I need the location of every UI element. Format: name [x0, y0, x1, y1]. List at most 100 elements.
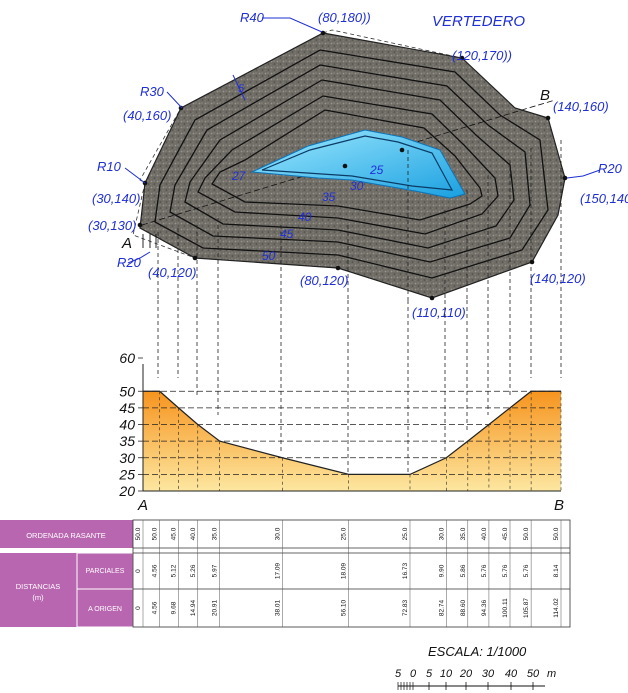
table-cell: 4.56: [152, 564, 159, 577]
leader-lines: [124, 17, 601, 264]
scale-tick-label: 50: [527, 668, 540, 680]
table-cell: 50.0: [553, 527, 560, 540]
scale-label: ESCALA: 1/1000: [428, 644, 527, 659]
table-cell: 20.91: [212, 599, 219, 616]
table-cell: 8.14: [553, 564, 560, 577]
scale-bar: ESCALA: 1/1000 5 0 5 10 20 30 40 50 m: [395, 644, 556, 690]
point-label: (120,170)): [452, 48, 512, 63]
table-cell: 50.0: [523, 527, 530, 540]
table-values: 50.0 0 0 50.0 4.56 4.56 45.0 5.12 9.68 40.0 5.26 14…: [135, 520, 562, 627]
table-cell: 5.86: [460, 564, 467, 577]
contour-label: 25: [369, 163, 384, 177]
radius-label: R20: [117, 255, 142, 270]
profile-label-a: A: [137, 497, 148, 514]
table-cell: 0: [135, 606, 142, 610]
table-cell: 40.0: [190, 527, 197, 540]
table-cell: 45.0: [502, 527, 509, 540]
guitar-table: ORDENADA RASANTE DISTANCIAS (m) PARCIALE…: [0, 519, 571, 628]
table-cell: 30.0: [438, 527, 445, 540]
contour-label: 27: [231, 169, 247, 183]
table-cell: 18.09: [341, 562, 348, 579]
profile-line: [143, 390, 561, 475]
table-cell: 0: [135, 569, 142, 573]
profile-area: [143, 391, 561, 491]
point-label: (80,180)): [318, 10, 371, 25]
y-tick-label: 25: [118, 466, 135, 482]
radius-label: R30: [140, 84, 165, 99]
section-arrows: [142, 234, 157, 248]
point-label: (80,120): [300, 273, 348, 288]
scale-tick-label: 5: [426, 668, 433, 680]
table-cell: 114.02: [553, 598, 560, 618]
scale-unit: m: [547, 668, 556, 680]
y-tick-label: 50: [119, 383, 135, 399]
scale-tick-label: 20: [459, 668, 473, 680]
table-cell: 9.90: [438, 564, 445, 577]
contour-label: 50: [262, 249, 276, 263]
table-cell: 17.09: [274, 562, 281, 579]
table-cell: 5.26: [190, 564, 197, 577]
group-label-unit: (m): [32, 593, 44, 602]
radius-label: R40: [240, 10, 265, 25]
contour-label: 30: [350, 179, 364, 193]
row-label-parciales: PARCIALES: [86, 568, 125, 575]
table-cell: 38.01: [274, 599, 281, 616]
point-label: (140,160): [553, 99, 609, 114]
point-label: (150,140: [580, 191, 628, 206]
scale-tick-label: 10: [440, 668, 453, 680]
radius-label: R10: [97, 159, 122, 174]
table-cell: 14.94: [190, 599, 197, 616]
radius-label: R20: [598, 161, 623, 176]
table-cell: 50.0: [135, 527, 142, 540]
table-cell: 35.0: [212, 527, 219, 540]
row-label-rasante: ORDENADA RASANTE: [26, 531, 106, 540]
contour-lines: [154, 49, 549, 279]
row-label-origen: A ORIGEN: [88, 606, 122, 613]
group-label-distancias: DISTANCIAS: [16, 582, 60, 591]
table-cell: 45.0: [170, 527, 177, 540]
bench-width-label: 5: [238, 83, 245, 95]
contour-label: 35: [322, 190, 336, 204]
y-tick-label: 60: [119, 350, 135, 366]
contour-label: 40: [298, 210, 312, 224]
section-label-b: B: [540, 87, 550, 104]
section-label-a: A: [121, 235, 132, 252]
table-cell: 5.76: [502, 564, 509, 577]
projection-lines: [157, 140, 562, 300]
table-cell: 30.0: [274, 527, 281, 540]
contour-label: 45: [280, 227, 294, 241]
table-cell: 94.36: [481, 599, 488, 616]
table-cell: 9.68: [170, 601, 177, 614]
scale-tick-label: 40: [505, 668, 518, 680]
table-cell: 56.10: [341, 599, 348, 616]
table-cell: 4.56: [152, 601, 159, 614]
table-cell: 5.97: [212, 564, 219, 577]
point-label: (40,120): [148, 265, 196, 280]
table-cell: 35.0: [460, 527, 467, 540]
table-cell: 5.76: [523, 564, 530, 577]
plan-view: VERTEDERO A B (80,180)) (120,170)) (140,…: [88, 10, 628, 320]
table-cell: 25.0: [341, 527, 348, 540]
scale-tick-label: 0: [410, 668, 417, 680]
y-tick-label: 35: [119, 433, 135, 449]
point-label: (40,160): [123, 108, 171, 123]
point-label: (30,140): [92, 191, 140, 206]
table-cell: 100.11: [502, 598, 509, 618]
y-tick-label: 45: [119, 400, 135, 416]
table-cell: 82.74: [438, 599, 445, 616]
y-tick-label: 40: [119, 417, 135, 433]
table-cell: 5.12: [170, 564, 177, 577]
table-cell: 50.0: [152, 527, 159, 540]
point-label: (110,110): [412, 305, 466, 320]
scale-tick-label: 5: [395, 668, 402, 680]
table-cell: 88.60: [460, 599, 467, 616]
point-label: (140,120): [530, 271, 586, 286]
profile-label-b: B: [554, 497, 564, 514]
scale-tick-label: 30: [482, 668, 495, 680]
table-cell: 5.76: [481, 564, 488, 577]
point-label: (30,130): [88, 218, 136, 233]
plan-title: VERTEDERO: [432, 13, 525, 30]
y-tick-label: 30: [119, 450, 135, 466]
table-cell: 16.73: [402, 562, 409, 579]
